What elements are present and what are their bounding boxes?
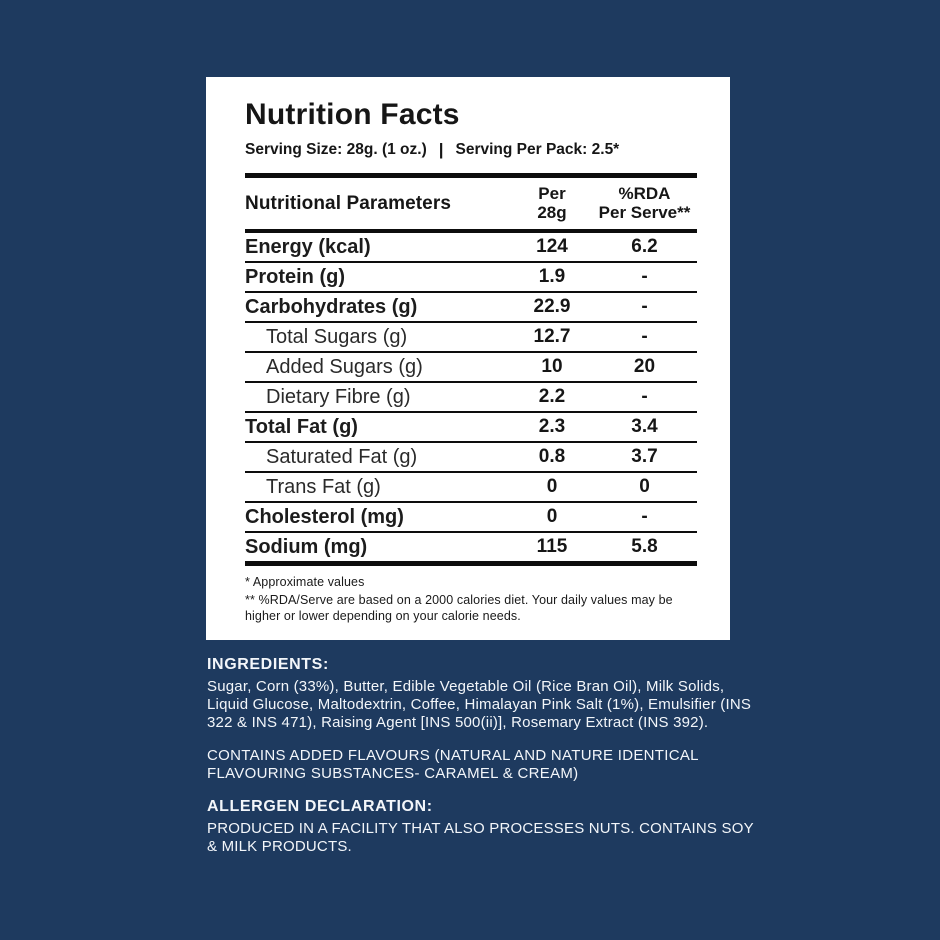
ingredients-section: INGREDIENTS: Sugar, Corn (33%), Butter, … <box>207 656 759 856</box>
row-rda-value: - <box>641 386 648 408</box>
row-rda-value: 5.8 <box>631 536 658 558</box>
card-title: Nutrition Facts <box>245 98 460 131</box>
row-per-28g-value: 0 <box>546 506 558 528</box>
row-label: Added Sugars (g) <box>266 355 423 378</box>
row-per-28g-value: 115 <box>536 536 568 558</box>
row-rda-value: - <box>641 506 648 528</box>
row-rda-value: - <box>641 266 648 288</box>
table-bottom-rule <box>245 561 697 567</box>
table-row: Protein (g) 1.9 - <box>245 263 697 294</box>
contains-flavours-text: CONTAINS ADDED FLAVOURS (NATURAL AND NAT… <box>207 747 699 782</box>
header-parameters: Nutritional Parameters <box>245 192 451 214</box>
serving-size-text: Serving Size: 28g. (1 oz.) <box>245 141 427 158</box>
row-label: Total Fat (g) <box>245 415 358 438</box>
row-per-28g-value: 124 <box>536 236 568 258</box>
footnotes: * Approximate values ** %RDA/Serve are b… <box>245 575 697 624</box>
row-label: Protein (g) <box>245 265 345 288</box>
row-label: Total Sugars (g) <box>266 325 408 348</box>
row-rda-value: - <box>641 296 648 318</box>
row-label: Saturated Fat (g) <box>266 445 418 468</box>
table-header-rule <box>245 229 697 234</box>
table-row: Dietary Fibre (g) 2.2 - <box>245 383 697 414</box>
row-rda-value: 3.4 <box>631 416 658 438</box>
table-header-row: Nutritional Parameters Per 28g %RDA Per … <box>245 178 697 229</box>
table-body: Energy (kcal) 124 6.2 Protein (g) 1.9- Carboh… <box>245 233 697 561</box>
row-per-28g-value: 22.9 <box>533 296 571 318</box>
row-per-28g-value: 2.3 <box>538 416 566 438</box>
row-per-28g-value: 10 <box>541 356 563 378</box>
table-row: Total Sugars (g) 12.7 - <box>245 323 697 354</box>
row-label: Energy (kcal) <box>245 235 371 258</box>
row-rda-value: 0 <box>639 476 650 498</box>
ingredients-heading: INGREDIENTS: <box>207 656 329 673</box>
allergen-heading: ALLERGEN DECLARATION: <box>207 798 433 815</box>
row-label: Cholesterol (mg) <box>245 505 404 528</box>
header-per-28g: Per 28g <box>537 184 567 222</box>
row-label: Dietary Fibre (g) <box>266 385 411 408</box>
allergen-text: PRODUCED IN A FACILITY THAT ALSO PROCESS… <box>207 820 754 855</box>
row-label: Sodium (mg) <box>245 535 368 558</box>
nutrition-facts-card: Nutrition Facts Serving Size: 28g. (1 oz… <box>206 77 730 640</box>
row-per-28g-value: 12.7 <box>533 326 571 348</box>
row-label: Trans Fat (g) <box>266 475 381 498</box>
serving-separator: | <box>438 140 444 159</box>
row-rda-value: 6.2 <box>631 236 658 258</box>
row-rda-value: 3.7 <box>631 446 658 468</box>
serving-info-line: Serving Size: 28g. (1 oz.) | Serving Per… <box>245 140 697 160</box>
nutrition-table: Nutritional Parameters Per 28g %RDA Per … <box>245 173 697 567</box>
table-row: Energy (kcal) 124 6.2 <box>245 233 697 264</box>
row-rda-value: - <box>641 326 648 348</box>
table-row: Trans Fat (g) 0 0 <box>245 473 697 504</box>
table-row: Cholesterol (mg) 0 - <box>245 503 697 534</box>
serving-per-pack-text: Serving Per Pack: 2.5* <box>455 141 620 158</box>
header-rda-per-serve: %RDA Per Serve** <box>598 184 691 222</box>
row-per-28g-value: 2.2 <box>538 386 566 408</box>
ingredients-text: Sugar, Corn (33%), Butter, Edible Vegeta… <box>207 678 752 731</box>
row-per-28g-value: 0.8 <box>538 446 566 468</box>
footnote-approximate: * Approximate values <box>245 575 365 590</box>
row-per-28g-value: 1.9 <box>538 266 566 288</box>
footnote-rda: ** %RDA/Serve are based on a 2000 calori… <box>245 593 673 624</box>
table-row: Total Fat (g) 2.3 3.4 <box>245 413 697 444</box>
table-row: Added Sugars (g) 10 20 <box>245 353 697 384</box>
table-row: Sodium (mg) 115 5.8 <box>245 533 697 561</box>
row-per-28g-value: 0 <box>546 476 558 498</box>
table-row: Saturated Fat (g) 0.8 3.7 <box>245 443 697 474</box>
table-row: Carbohydrates (g) 22.9 - <box>245 293 697 324</box>
row-rda-value: 20 <box>633 356 656 378</box>
table-top-rule <box>245 173 697 178</box>
row-label: Carbohydrates (g) <box>245 295 418 318</box>
